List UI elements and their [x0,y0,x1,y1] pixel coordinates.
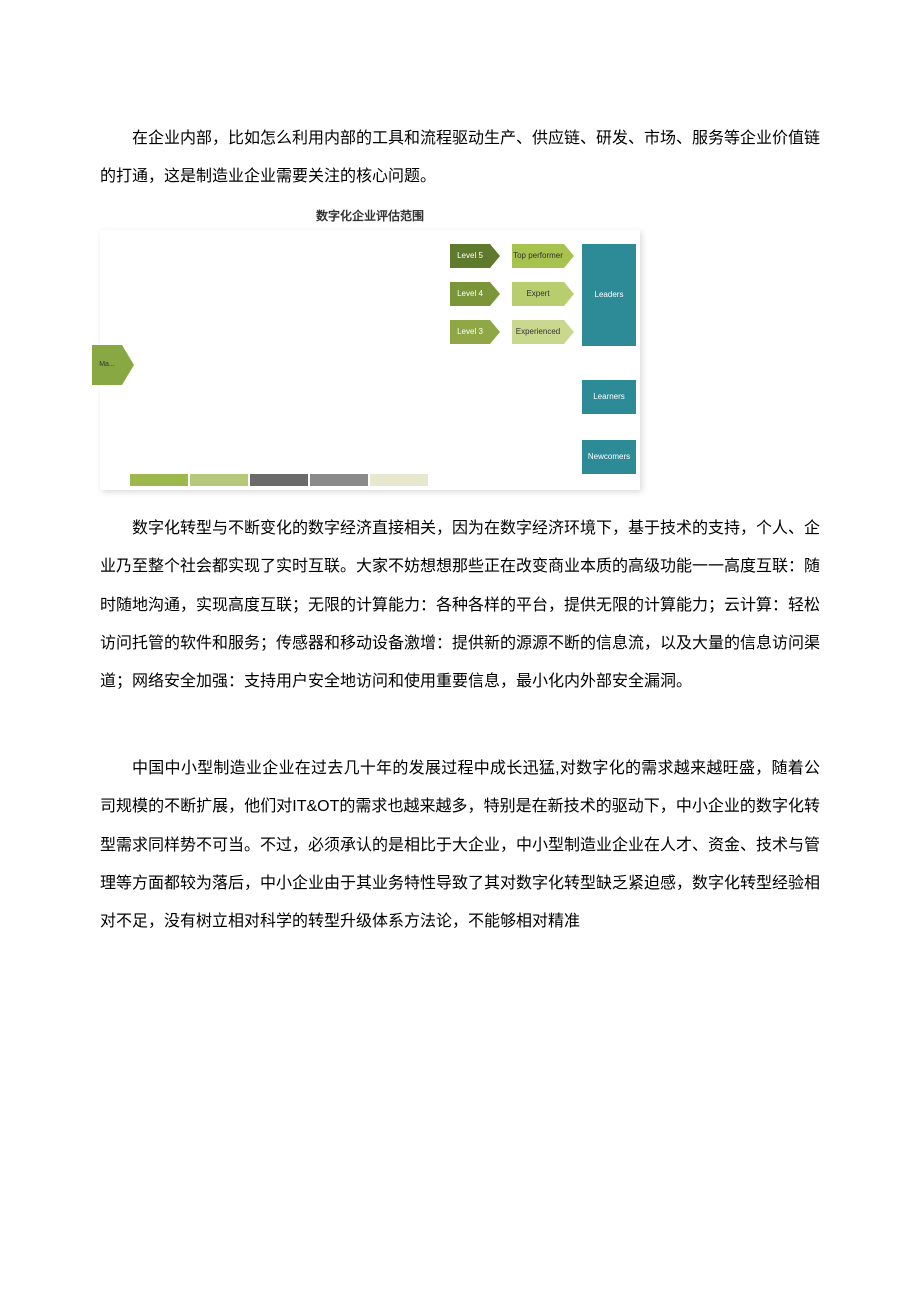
teal-block: Leaders [582,244,636,346]
level-label-head [564,320,574,344]
teal-block: Newcomers [582,440,636,474]
paragraph-spacer [100,710,820,750]
bottom-bar [130,474,188,486]
diagram-left-panel: Ma... [100,230,445,490]
level-label: Experienced [512,320,574,344]
side-arrow: Ma... [92,345,132,385]
side-arrow-label: Ma... [92,345,122,385]
paragraph-1: 在企业内部，比如怎么利用内部的工具和流程驱动生产、供应链、研发、市场、服务等企业… [100,120,820,197]
diagram-container: 数字化企业评估范围 Ma... Level 5Top performerLeve… [100,207,640,490]
assessment-diagram: Ma... Level 5Top performerLevel 4ExpertL… [100,230,640,490]
level-arrow-head [490,320,500,344]
level-label-text: Top performer [512,244,564,268]
level-label: Top performer [512,244,574,268]
level-arrow-head [490,282,500,306]
level-row: Level 3 Experienced [450,320,574,344]
bottom-bar [310,474,368,486]
diagram-title: 数字化企业评估范围 [100,207,640,224]
level-label-text: Expert [512,282,564,306]
side-arrow-head [122,345,134,385]
level-arrow-head [490,244,500,268]
bottom-bars [130,474,430,486]
level-arrow: Level 5 [450,244,500,268]
bottom-bar [190,474,248,486]
diagram-right-panel: Level 5 Top performer Level 4 Expert Level 3… [450,230,640,490]
level-row: Level 4 Expert [450,282,574,306]
level-label-text: Experienced [512,320,564,344]
paragraph-2: 数字化转型与不断变化的数字经济直接相关，因为在数字经济环境下，基于技术的支持，个… [100,510,820,702]
level-arrow-label: Level 4 [450,282,490,306]
level-arrow-label: Level 3 [450,320,490,344]
bottom-bar [250,474,308,486]
level-label: Expert [512,282,574,306]
paragraph-3: 中国中小型制造业企业在过去几十年的发展过程中成长迅猛,对数字化的需求越来越旺盛，… [100,750,820,942]
level-arrow-label: Level 5 [450,244,490,268]
level-arrow: Level 3 [450,320,500,344]
level-label-head [564,282,574,306]
level-row: Level 5 Top performer [450,244,574,268]
bottom-bar [370,474,428,486]
level-label-head [564,244,574,268]
level-arrow: Level 4 [450,282,500,306]
teal-block: Learners [582,380,636,414]
